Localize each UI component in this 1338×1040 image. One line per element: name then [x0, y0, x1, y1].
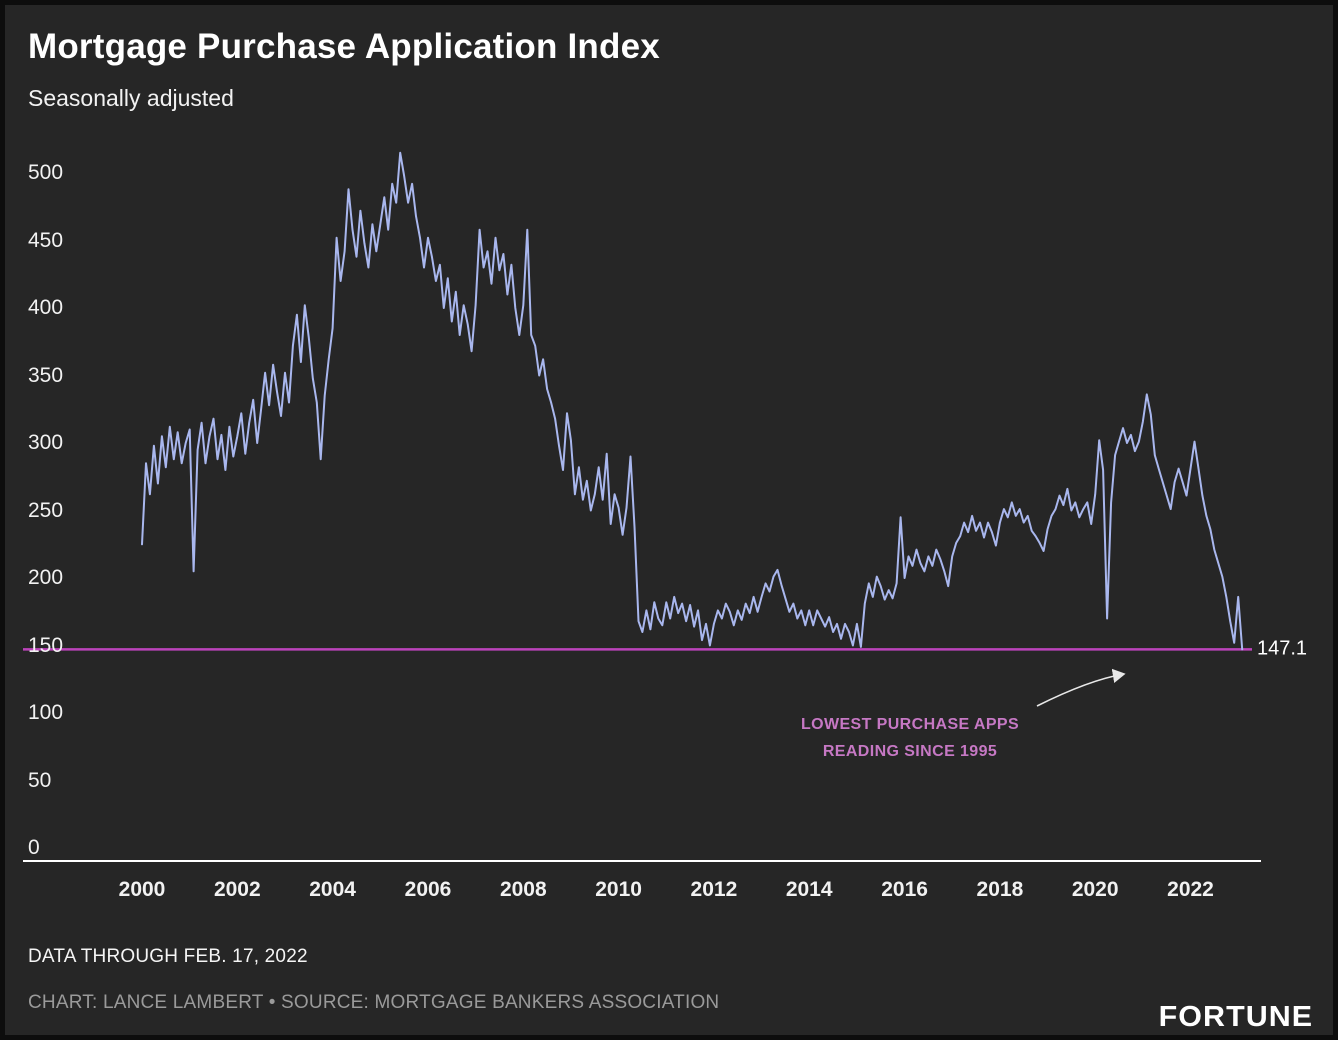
y-tick-label: 500	[28, 161, 64, 184]
y-tick-label: 200	[28, 566, 64, 589]
y-tick-label: 150	[28, 633, 64, 657]
chart-title: Mortgage Purchase Application Index	[28, 27, 660, 66]
x-tick-label: 2002	[213, 878, 261, 901]
annotation-line-2: READING SINCE 1995	[822, 743, 998, 760]
x-tick-label: 2008	[499, 878, 547, 901]
y-tick-label: 300	[28, 431, 64, 454]
x-tick-label: 2018	[976, 878, 1024, 901]
x-tick-label: 2020	[1071, 878, 1119, 901]
x-tick-label: 2012	[690, 878, 738, 901]
purchase-index-line	[141, 151, 1244, 651]
lowest-reading-annotation: LOWEST PURCHASE APPS READING SINCE 1995	[765, 711, 1055, 765]
y-tick-label: 400	[28, 296, 64, 319]
annotation-line-1: LOWEST PURCHASE APPS	[800, 716, 1020, 733]
x-tick-label: 2000	[118, 878, 166, 901]
x-tick-label: 2010	[595, 878, 642, 901]
x-tick-label: 2014	[785, 878, 833, 901]
chart-subtitle: Seasonally adjusted	[28, 85, 234, 111]
y-tick-label: 450	[28, 228, 64, 252]
x-tick-label: 2016	[881, 878, 928, 901]
fortune-logo: FORTUNE	[1158, 1001, 1313, 1033]
annotation-arrow	[1036, 668, 1126, 707]
x-tick-label: 2022	[1167, 878, 1214, 901]
y-tick-label: 0	[28, 836, 40, 859]
y-tick-label: 50	[28, 768, 52, 792]
reference-line-value-label: 147.1	[1257, 637, 1308, 660]
line-chart	[23, 151, 1261, 862]
y-tick-label: 350	[28, 363, 64, 387]
y-tick-label: 100	[28, 701, 64, 724]
data-through-note: DATA THROUGH FEB. 17, 2022	[28, 946, 308, 967]
x-tick-label: 2006	[404, 878, 452, 901]
y-tick-label: 250	[28, 498, 64, 522]
chart-credit: CHART: LANCE LAMBERT • SOURCE: MORTGAGE …	[28, 992, 720, 1013]
x-tick-label: 2004	[309, 878, 356, 901]
